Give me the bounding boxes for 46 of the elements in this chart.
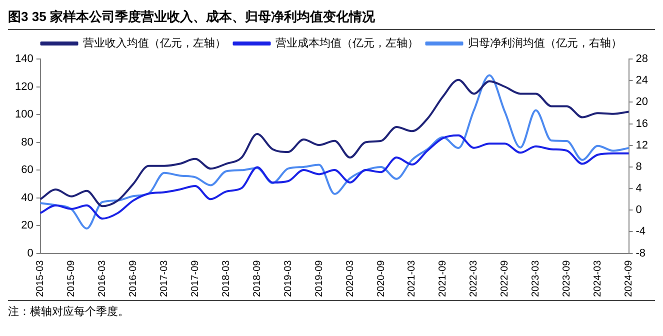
line-series: [39, 74, 630, 230]
x-tick-label: 2024-03: [592, 260, 604, 298]
x-tick-label: 2018-03: [220, 260, 232, 298]
y2-tick-label: 28: [636, 53, 648, 66]
x-tick-label: 2023-03: [530, 260, 542, 298]
x-tick-label: 2022-03: [468, 260, 480, 298]
x-tick-label: 2020-09: [376, 260, 387, 298]
y2-tick-label: 16: [636, 118, 648, 130]
legend-label: 营业成本均值（亿元，左轴）: [275, 36, 418, 50]
y-tick-label: 60: [21, 164, 34, 176]
x-tick-label: 2022-09: [500, 260, 511, 298]
line-series: [39, 134, 630, 220]
y-tick-label: 80: [21, 136, 34, 148]
chart-title: 图3 35 家样本公司季度营业收入、成本、归母净利均值变化情况: [8, 8, 655, 30]
y2-tick-label: 4: [636, 182, 642, 195]
y-tick-label: 140: [14, 53, 34, 66]
x-tick-label: 2021-03: [406, 260, 418, 298]
y-tick-label: 0: [27, 247, 34, 260]
x-tick-label: 2017-03: [158, 260, 170, 298]
x-tick-label: 2016-09: [128, 260, 140, 298]
legend-label: 营业收入均值（亿元，左轴）: [82, 36, 226, 50]
y-tick-label: 40: [21, 192, 34, 204]
y-tick-label: 100: [14, 108, 34, 121]
y2-tick-label: -4: [636, 226, 646, 238]
x-tick-label: 2016-03: [97, 260, 108, 298]
x-tick-label: 2015-03: [35, 260, 46, 298]
x-tick-label: 2015-09: [66, 260, 78, 298]
x-tick-label: 2018-09: [252, 260, 263, 298]
x-tick-label: 2021-09: [438, 260, 449, 298]
x-tick-label: 2023-09: [562, 260, 573, 298]
y2-tick-label: 24: [636, 74, 648, 87]
x-tick-label: 2020-03: [344, 260, 356, 298]
y-tick-label: 20: [21, 220, 34, 232]
x-tick-label: 2024-09: [624, 260, 635, 298]
x-tick-label: 2017-09: [190, 260, 201, 298]
x-tick-label: 2019-09: [314, 260, 325, 298]
legend-label: 归母净利润均值（亿元，右轴）: [468, 36, 622, 50]
y2-tick-label: 20: [636, 96, 648, 108]
y2-tick-label: 8: [636, 160, 642, 173]
x-tick-label: 2019-03: [282, 260, 294, 298]
y2-tick-label: 12: [636, 139, 648, 152]
text: 注：横轴对应每个季度。: [8, 306, 129, 318]
y2-tick-label: -8: [636, 247, 646, 260]
line-series: [39, 78, 630, 208]
y-tick-label: 120: [14, 80, 34, 93]
y2-tick-label: 0: [636, 204, 642, 216]
